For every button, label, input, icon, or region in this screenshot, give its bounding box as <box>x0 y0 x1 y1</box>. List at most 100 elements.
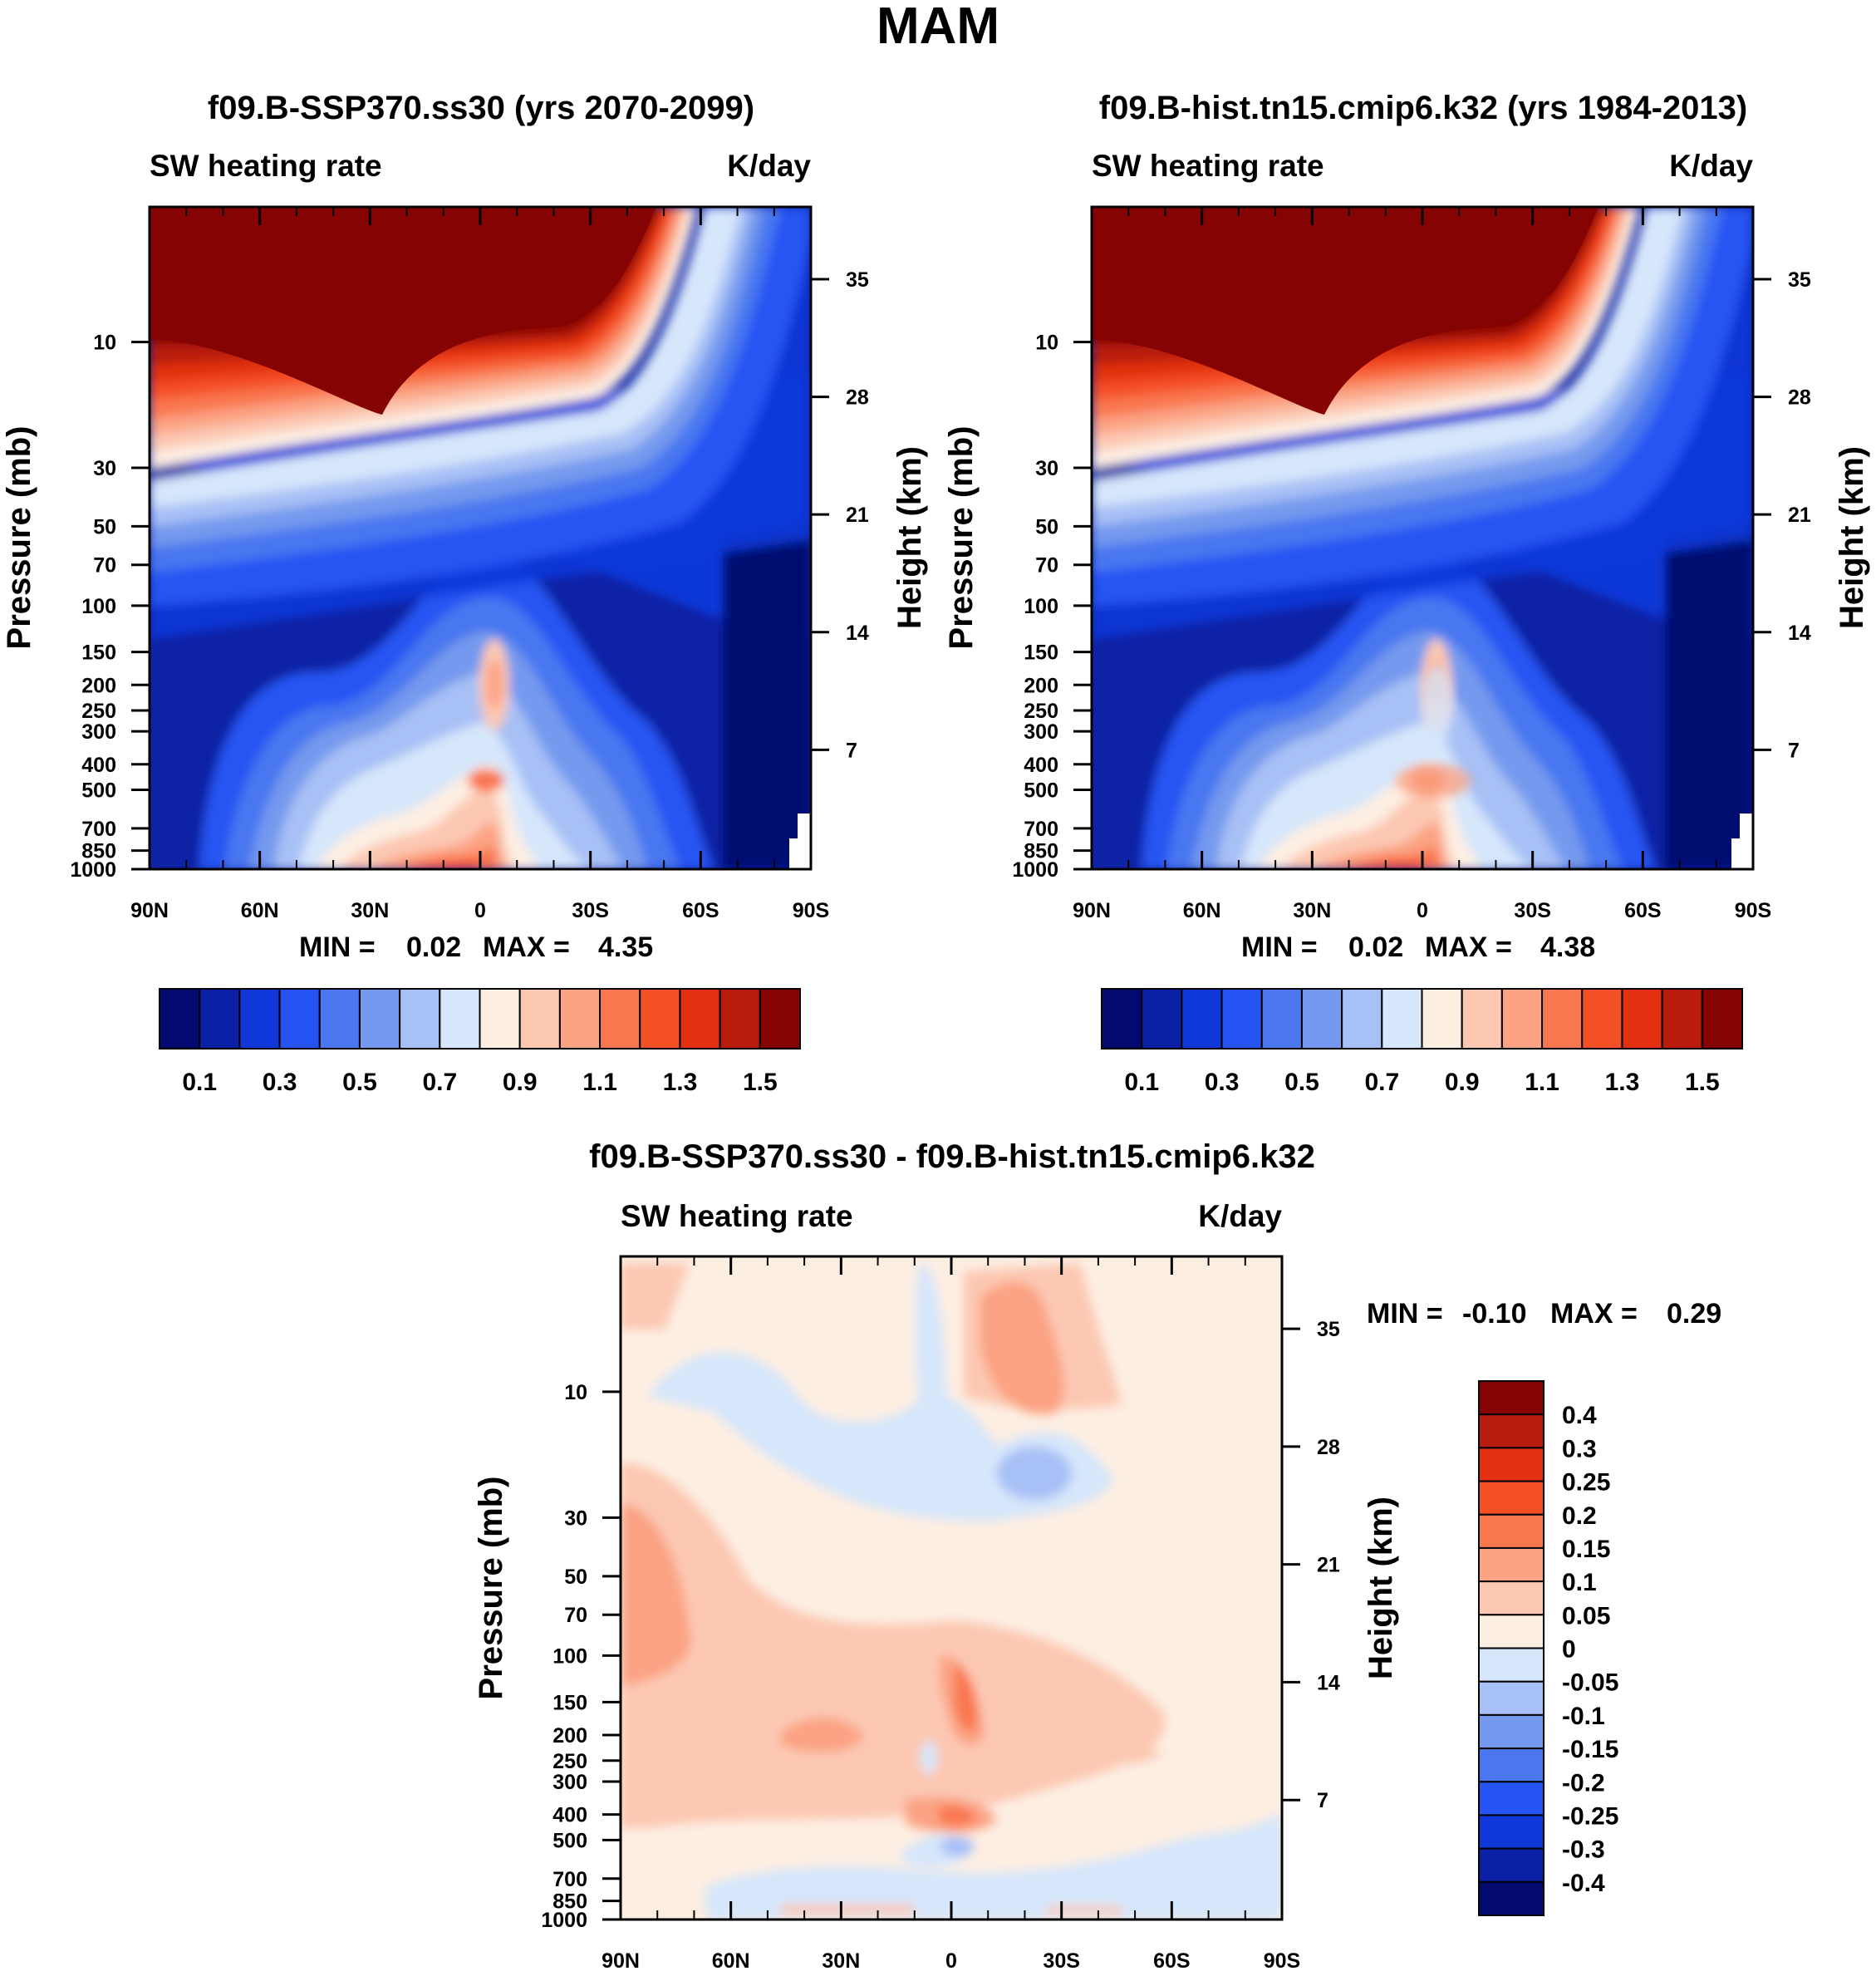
y-tick-label: 200 <box>552 1724 587 1748</box>
panel-b-ticks: 90N 60N 30N 0 30S 60S 90S103050701001502002503… <box>1012 207 1811 922</box>
colorbar-box <box>1260 988 1303 1049</box>
x-tick-label: 90S <box>1264 1949 1300 1973</box>
y-tick-label: 700 <box>552 1868 587 1891</box>
panel-b-colorbar: 0.1 0.3 0.5 0.7 0.9 1.1 1.3 1.5 <box>1101 988 1743 1096</box>
colorbar-box <box>1341 988 1383 1049</box>
panel-a-colorbar: 0.1 0.3 0.5 0.7 0.9 1.1 1.3 1.5 <box>159 988 801 1096</box>
x-tick-label: 60S <box>682 899 719 922</box>
y-tick-label: 30 <box>1035 457 1058 480</box>
colorbar-label: 0.3 <box>263 1069 297 1096</box>
y-tick-label: 250 <box>552 1750 587 1773</box>
colorbar-box <box>199 988 241 1049</box>
colorbar-label: 1.1 <box>582 1069 617 1096</box>
colorbar-box <box>1478 1847 1545 1883</box>
x-tick-label: 90N <box>602 1949 640 1973</box>
y-tick-label: 10 <box>1035 332 1058 355</box>
y-tick-label: 400 <box>1024 754 1058 777</box>
colorbar-box <box>1478 1680 1545 1716</box>
y-tick-label: 50 <box>1035 515 1058 538</box>
colorbar-box <box>1478 1647 1545 1683</box>
colorbar-box <box>1621 988 1663 1049</box>
colorbar-box <box>719 988 761 1049</box>
colorbar-label: -0.4 <box>1562 1870 1605 1897</box>
colorbar-box <box>1500 988 1544 1049</box>
panel-b-max-value: 4.38 <box>1540 932 1595 963</box>
panel-b-max-label: MAX = <box>1425 932 1512 963</box>
y-tick-label: 70 <box>1035 554 1058 578</box>
panel-a-field <box>150 207 814 872</box>
colorbar-box <box>1478 1447 1545 1482</box>
y-tick-right-label: 7 <box>846 739 857 762</box>
colorbar-box <box>1478 1480 1545 1516</box>
y-tick-right-label: 14 <box>1317 1671 1340 1694</box>
colorbar-label: 1.5 <box>743 1069 778 1096</box>
y-tick-label: 250 <box>1024 700 1058 723</box>
y-tick-label: 700 <box>1024 818 1058 841</box>
x-tick-label: 0 <box>1417 899 1428 922</box>
panel-a-ticks: 90N 60N 30N 0 30S 60S 90S103050701001502002503… <box>70 207 869 922</box>
panel-b-title: f09.B-hist.tn15.cmip6.k32 (yrs 1984-2013… <box>1099 90 1747 126</box>
panel-b-min-label: MIN = <box>1241 932 1318 963</box>
figure-title: MAM <box>877 0 999 55</box>
panel-a: f09.B-SSP370.ss30 (yrs 2070-2099) SW hea… <box>1 90 928 1096</box>
panel-c-max-value: 0.29 <box>1667 1298 1721 1330</box>
x-tick-label: 90S <box>1735 899 1771 922</box>
panel-a-max-label: MAX = <box>483 932 570 963</box>
panel-c-right-label: K/day <box>1198 1199 1282 1233</box>
y-tick-label: 850 <box>81 840 116 863</box>
colorbar-box <box>1581 988 1623 1049</box>
colorbar-box <box>759 988 801 1049</box>
panel-b-right-label: K/day <box>1669 149 1753 183</box>
colorbar-label: 0.9 <box>503 1069 538 1096</box>
y-tick-right-label: 14 <box>1788 622 1811 645</box>
colorbar-box <box>1478 1781 1545 1816</box>
colorbar-label: 0.4 <box>1562 1402 1597 1429</box>
y-tick-label: 1000 <box>1012 858 1058 882</box>
panel-c-ylabel-right: Height (km) <box>1363 1497 1399 1679</box>
y-tick-right-label: 21 <box>846 504 869 527</box>
y-tick-right-label: 35 <box>846 268 869 292</box>
panel-a-right-label: K/day <box>727 149 811 183</box>
colorbar-box <box>679 988 721 1049</box>
x-tick-label: 90N <box>130 899 169 922</box>
colorbar-box <box>1478 1814 1545 1850</box>
colorbar-box <box>1478 1546 1545 1583</box>
colorbar-label: 0.3 <box>1205 1069 1240 1096</box>
panel-a-min-value: 0.02 <box>406 932 461 963</box>
y-tick-label: 70 <box>93 554 116 578</box>
panel-c-max-label: MAX = <box>1550 1298 1638 1330</box>
colorbar-box <box>639 988 681 1049</box>
panel-a-max-value: 4.35 <box>598 932 653 963</box>
colorbar-box <box>1421 988 1463 1049</box>
colorbar-box <box>1478 1614 1545 1649</box>
y-tick-label: 100 <box>552 1644 587 1668</box>
y-tick-label: 150 <box>1024 641 1058 665</box>
x-tick-label: 90N <box>1073 899 1111 922</box>
colorbar-box <box>159 988 201 1049</box>
colorbar-label: 0.1 <box>1124 1069 1159 1096</box>
colorbar-box <box>1661 988 1703 1049</box>
x-tick-label: 0 <box>945 1949 957 1973</box>
colorbar-label: -0.25 <box>1562 1802 1618 1830</box>
colorbar-box <box>358 988 401 1049</box>
colorbar-box <box>1300 988 1343 1049</box>
y-tick-right-label: 7 <box>1788 739 1800 762</box>
colorbar-label: 0.5 <box>1284 1069 1319 1096</box>
colorbar-label: -0.1 <box>1562 1703 1605 1730</box>
x-tick-label: 30N <box>351 899 389 922</box>
x-tick-label: 30S <box>572 899 608 922</box>
x-tick-label: 30S <box>1043 1949 1079 1973</box>
colorbar-box <box>1220 988 1263 1049</box>
x-tick-label: 60N <box>712 1949 750 1973</box>
y-tick-right-label: 28 <box>846 386 869 410</box>
colorbar-label: -0.15 <box>1562 1736 1618 1763</box>
colorbar-label: -0.2 <box>1562 1769 1605 1797</box>
y-tick-label: 300 <box>1024 720 1058 744</box>
colorbar-box <box>1541 988 1584 1049</box>
colorbar-label: 0.9 <box>1445 1069 1480 1096</box>
y-tick-label: 500 <box>81 779 116 803</box>
colorbar-label: 0.3 <box>1562 1435 1597 1462</box>
y-tick-label: 150 <box>81 641 116 665</box>
colorbar-label: 1.5 <box>1685 1069 1720 1096</box>
